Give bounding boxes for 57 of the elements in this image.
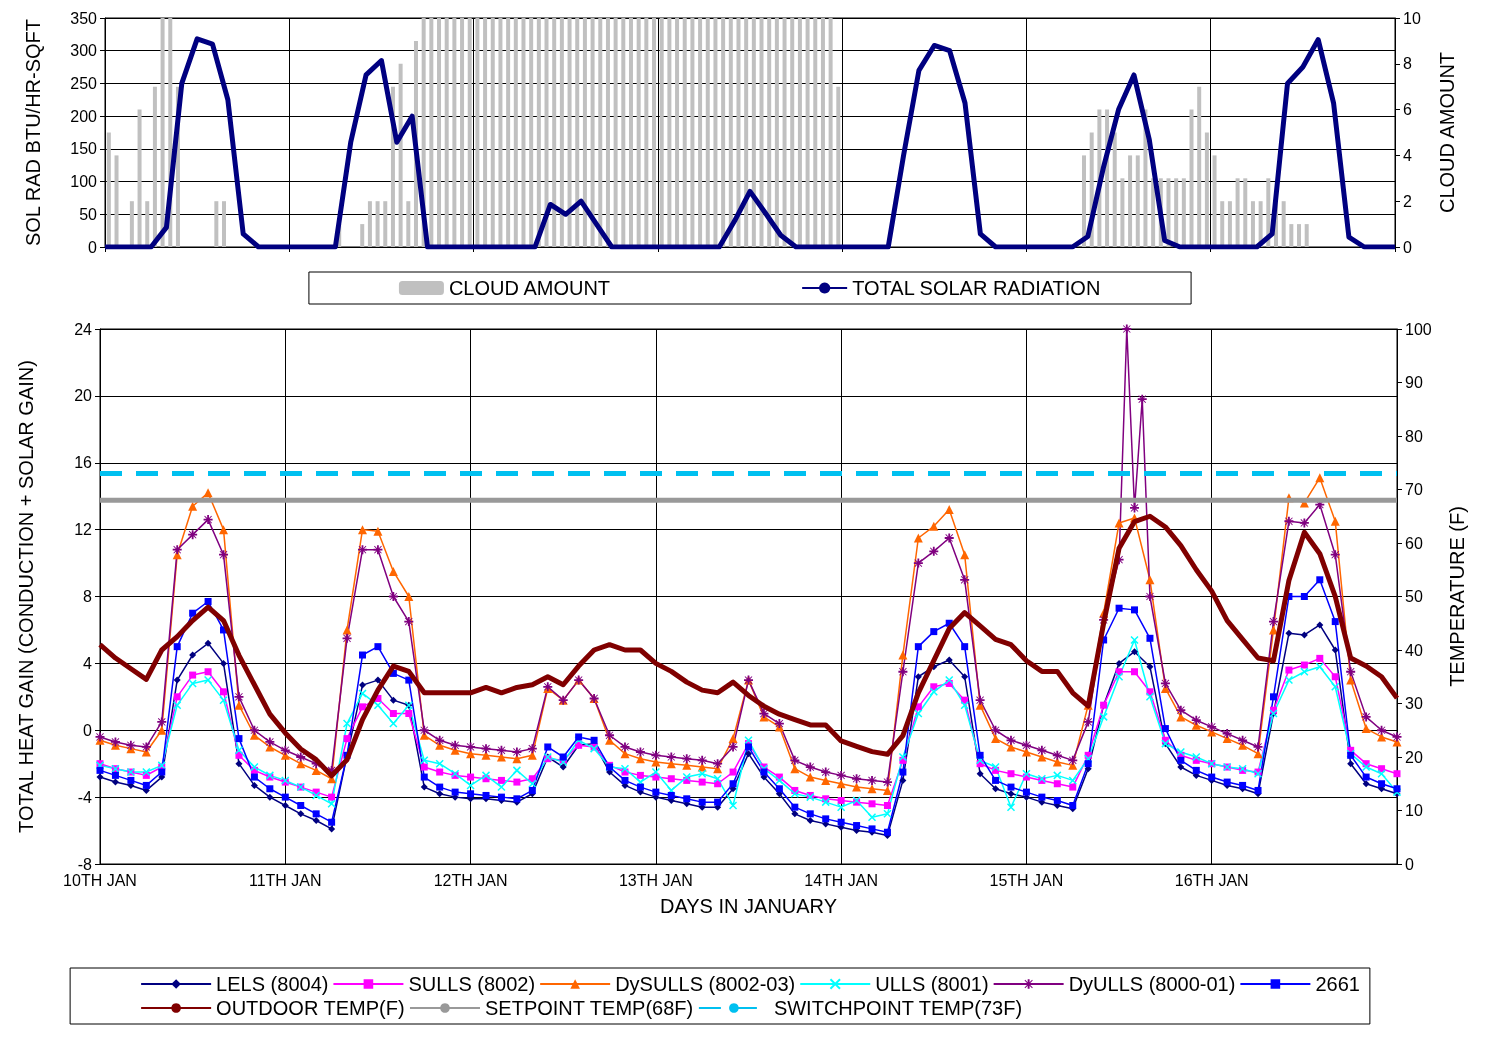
y2-tick-label: 10 <box>1403 9 1421 27</box>
y-tick-label: -8 <box>77 855 93 873</box>
y2-tick-label: 70 <box>1405 481 1423 498</box>
x-tick-label: 16TH JAN <box>1174 871 1249 889</box>
x-tick-label: 13TH JAN <box>618 871 693 889</box>
legend-label: SULLS (8002) <box>408 973 536 995</box>
legend-label: 2661 <box>1315 973 1360 995</box>
x-tick-label: 14TH JAN <box>804 871 879 889</box>
y-tick-label: 300 <box>70 42 98 60</box>
y-axis-title: SOL RAD BTU/HR-SQFT <box>22 18 44 247</box>
y2-tick-label: 40 <box>1405 641 1423 659</box>
y-tick-label: 0 <box>83 721 93 739</box>
y2-tick-label: 60 <box>1405 534 1423 552</box>
y-tick-label: 20 <box>74 387 93 405</box>
legend-label: OUTDOOR TEMP(F) <box>216 997 405 1019</box>
y2-tick-label: 4 <box>1403 146 1412 164</box>
y2-tick-label: 100 <box>1405 320 1432 338</box>
y-axis-title: TOTAL HEAT GAIN (CONDUCTION + SOLAR GAIN) <box>15 360 37 833</box>
y-tick-label: 8 <box>83 588 93 605</box>
y2-tick-label: 50 <box>1405 588 1423 605</box>
legend-label: TOTAL SOLAR RADIATION <box>852 277 1101 299</box>
x-tick-label: 10TH JAN <box>63 871 137 889</box>
legend-label: DyULLS (8000-01) <box>1068 973 1236 995</box>
legend-label: DySULLS (8002-03) <box>615 973 796 995</box>
legend-label: CLOUD AMOUNT <box>448 277 611 299</box>
y-tick-label: 250 <box>70 74 98 92</box>
x-tick-label: 12TH JAN <box>433 871 508 889</box>
x-tick-label: 15TH JAN <box>989 871 1064 889</box>
legend-label: ULLS (8001) <box>875 973 989 995</box>
x-axis-title: DAYS IN JANUARY <box>659 895 838 917</box>
y2-tick-label: 6 <box>1403 101 1412 119</box>
y-tick-label: -4 <box>77 788 93 806</box>
y-tick-label: 50 <box>79 205 98 223</box>
y-tick-label: 150 <box>70 140 98 158</box>
y2-tick-label: 0 <box>1405 855 1414 873</box>
y2-tick-label: 80 <box>1405 427 1423 445</box>
y2-axis-title: TEMPERATURE (F) <box>1446 506 1468 687</box>
y2-tick-label: 90 <box>1405 374 1423 391</box>
y2-tick-label: 2 <box>1403 192 1412 210</box>
y-tick-label: 100 <box>70 173 98 191</box>
y2-tick-label: 20 <box>1405 748 1423 766</box>
y-tick-label: 200 <box>70 107 98 125</box>
legend-label: SWITCHPOINT TEMP(73F) <box>773 997 1023 1019</box>
legend-label: LELS (8004) <box>216 973 329 995</box>
y2-axis-title: CLOUD AMOUNT <box>1436 51 1458 214</box>
y2-tick-label: 30 <box>1405 695 1423 712</box>
legend-label: SETPOINT TEMP(68F) <box>484 997 694 1019</box>
y-tick-label: 24 <box>74 320 93 338</box>
y-tick-label: 0 <box>88 238 98 256</box>
y-tick-label: 4 <box>83 654 93 672</box>
y-tick-label: 12 <box>74 521 93 539</box>
y-tick-label: 16 <box>74 454 93 472</box>
y-tick-label: 350 <box>70 9 98 27</box>
y2-tick-label: 8 <box>1403 55 1412 73</box>
y2-tick-label: 10 <box>1405 802 1423 819</box>
x-tick-label: 11TH JAN <box>248 871 322 889</box>
y2-tick-label: 0 <box>1403 238 1412 256</box>
